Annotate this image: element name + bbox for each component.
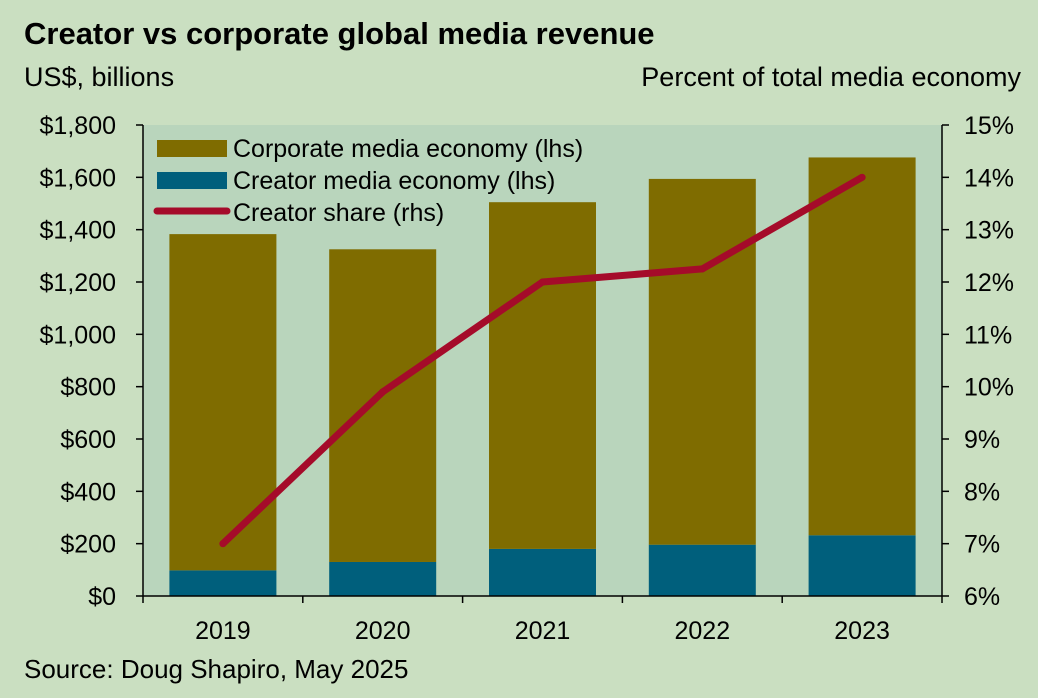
share-point-2023 — [858, 173, 866, 181]
x-tick-label: 2023 — [834, 617, 890, 645]
bar-creator-2022 — [648, 544, 756, 596]
left-tick-label: $0 — [88, 583, 116, 611]
x-tick-label: 2020 — [355, 617, 411, 645]
share-point-2020 — [379, 388, 387, 396]
share-point-2022 — [698, 265, 706, 273]
left-tick-label: $200 — [60, 531, 116, 559]
bar-corporate-2020 — [329, 249, 437, 562]
bar-corporate-2021 — [489, 202, 596, 549]
right-tick-label: 14% — [964, 164, 1014, 192]
left-tick-label: $1,600 — [40, 164, 116, 192]
left-axis-unit: US$, billions — [24, 62, 175, 92]
right-tick-label: 12% — [964, 269, 1014, 297]
right-tick-label: 13% — [964, 217, 1014, 245]
right-tick-label: 7% — [964, 531, 1000, 559]
left-tick-label: $600 — [60, 426, 116, 454]
bar-corporate-2023 — [808, 157, 916, 536]
source-note: Source: Doug Shapiro, May 2025 — [24, 654, 409, 684]
right-tick-label: 6% — [964, 583, 1000, 611]
bar-corporate-2022 — [648, 178, 756, 545]
share-point-2019 — [219, 540, 227, 548]
bar-corporate-2019 — [169, 234, 277, 571]
left-tick-label: $400 — [60, 478, 116, 506]
chart-title: Creator vs corporate global media revenu… — [24, 16, 655, 51]
legend-swatch-corporate — [157, 140, 227, 157]
legend-label-share: Creator share (rhs) — [233, 199, 444, 227]
legend-label-creator: Creator media economy (lhs) — [233, 167, 555, 195]
right-axis-unit: Percent of total media economy — [641, 62, 1021, 92]
right-tick-label: 11% — [964, 321, 1012, 349]
x-tick-label: 2022 — [674, 617, 730, 645]
left-tick-label: $1,000 — [40, 321, 116, 349]
bar-creator-2019 — [169, 570, 277, 596]
bar-creator-2023 — [808, 535, 916, 596]
left-tick-label: $1,200 — [40, 269, 116, 297]
left-tick-label: $1,400 — [40, 217, 116, 245]
legend-label-corporate: Corporate media economy (lhs) — [233, 135, 583, 163]
left-tick-label: $1,800 — [40, 112, 116, 140]
legend-swatch-creator — [157, 172, 227, 189]
right-tick-label: 9% — [964, 426, 1000, 454]
x-tick-label: 2021 — [515, 617, 571, 645]
bar-creator-2020 — [329, 561, 437, 596]
left-tick-label: $800 — [60, 374, 116, 402]
x-tick-label: 2019 — [195, 617, 251, 645]
right-tick-label: 8% — [964, 478, 1000, 506]
right-tick-label: 15% — [964, 112, 1014, 140]
right-tick-label: 10% — [964, 374, 1014, 402]
share-point-2021 — [539, 278, 546, 286]
bar-creator-2021 — [489, 548, 596, 596]
